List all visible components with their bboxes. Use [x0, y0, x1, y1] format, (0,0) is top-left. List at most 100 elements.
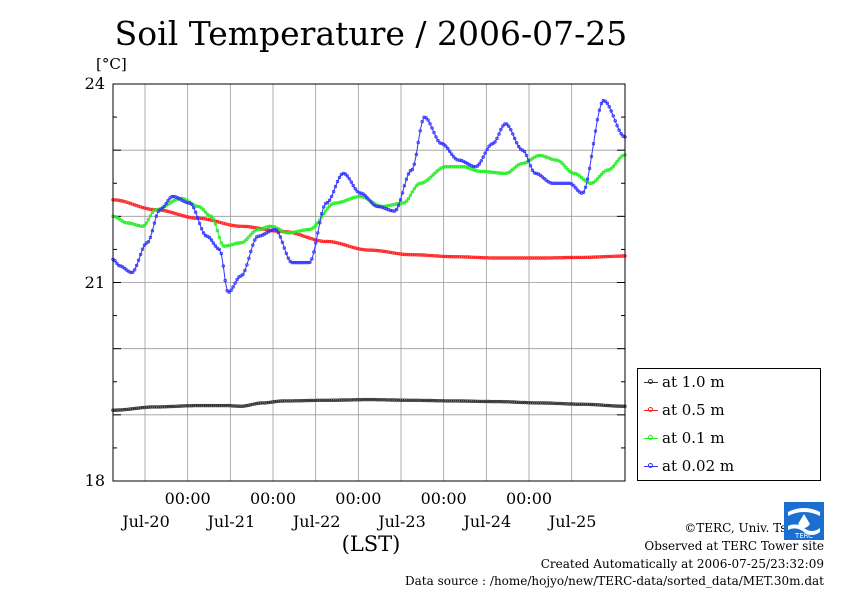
credit-created: Created Automatically at 2006-07-25/23:3…: [540, 557, 824, 571]
data-point: [601, 98, 605, 103]
data-point: [300, 228, 304, 233]
data-point: [562, 163, 566, 167]
data-point: [440, 399, 444, 403]
data-point: [235, 241, 239, 245]
data-point: [292, 399, 296, 403]
data-point: [432, 254, 436, 258]
data-point: [233, 281, 237, 285]
data-point: [351, 398, 355, 402]
legend-swatch-marker: [648, 435, 653, 440]
data-point: [290, 230, 294, 235]
data-point: [203, 233, 208, 238]
data-point: [245, 224, 249, 229]
data-point: [274, 399, 279, 404]
data-point: [355, 195, 359, 199]
data-point: [591, 255, 596, 259]
data-point: [552, 401, 556, 405]
data-point: [566, 167, 570, 172]
data-point: [453, 255, 458, 259]
data-point: [353, 246, 357, 250]
data-point: [473, 164, 477, 169]
data-point: [483, 399, 487, 404]
data-point: [227, 403, 231, 408]
data-point: [193, 403, 198, 408]
data-point: [513, 256, 517, 260]
data-point: [359, 398, 363, 402]
data-point: [603, 403, 607, 408]
data-point: [201, 231, 206, 235]
data-point: [125, 407, 129, 412]
data-point: [589, 154, 594, 159]
data-point: [611, 254, 615, 258]
data-point: [314, 223, 318, 227]
data-point: [583, 402, 588, 406]
data-point: [363, 248, 367, 252]
data-point: [361, 247, 365, 252]
data-point: [132, 268, 137, 272]
data-point: [247, 256, 251, 260]
data-point: [339, 398, 344, 402]
data-point: [436, 399, 440, 403]
data-point: [322, 239, 326, 244]
data-point: [505, 400, 509, 404]
data-point: [278, 235, 283, 239]
data-point: [585, 255, 590, 259]
data-point: [475, 169, 479, 173]
data-point: [483, 256, 487, 260]
data-point: [613, 404, 617, 408]
data-point: [379, 398, 383, 402]
data-point: [184, 214, 188, 219]
data-point: [123, 199, 127, 204]
data-point: [134, 223, 139, 227]
data-point: [495, 256, 499, 260]
data-point: [503, 122, 507, 126]
data-point: [286, 256, 290, 260]
data-point: [408, 398, 413, 402]
data-point: [560, 256, 564, 260]
data-point: [117, 408, 121, 412]
data-point: [170, 194, 174, 199]
data-point: [528, 256, 533, 260]
data-point: [270, 400, 275, 404]
data-point: [593, 129, 598, 133]
data-point: [128, 270, 133, 275]
x-tick-time-label: 00:00: [335, 489, 382, 508]
data-point: [418, 181, 422, 185]
data-point: [345, 243, 349, 248]
data-point: [298, 260, 302, 265]
data-point: [520, 256, 525, 260]
data-point: [402, 252, 407, 257]
data-point: [448, 164, 452, 169]
data-point: [481, 399, 485, 404]
data-point: [229, 243, 233, 247]
data-point: [389, 208, 393, 213]
data-point: [617, 128, 621, 132]
data-point: [422, 253, 426, 257]
data-point: [499, 171, 503, 175]
data-point: [217, 220, 221, 224]
data-point: [479, 255, 483, 260]
data-point: [400, 398, 405, 402]
x-tick-date-label: Jul-20: [122, 512, 170, 531]
data-point: [583, 185, 588, 189]
data-point: [530, 256, 535, 260]
data-point: [457, 255, 462, 259]
legend-label: at 1.0 m: [662, 373, 725, 391]
data-point: [345, 174, 349, 178]
data-point: [524, 153, 529, 158]
data-point: [505, 122, 509, 126]
data-point: [292, 260, 296, 265]
data-point: [536, 401, 541, 405]
data-point: [190, 202, 194, 206]
data-point: [416, 398, 420, 402]
data-point: [154, 405, 158, 409]
data-point: [603, 254, 607, 259]
data-point: [211, 241, 216, 245]
data-point: [337, 241, 342, 246]
data-point: [548, 156, 552, 161]
data-point: [217, 247, 221, 252]
data-point: [130, 270, 135, 274]
data-point: [420, 253, 424, 257]
data-point: [605, 168, 609, 172]
data-point: [375, 204, 379, 209]
